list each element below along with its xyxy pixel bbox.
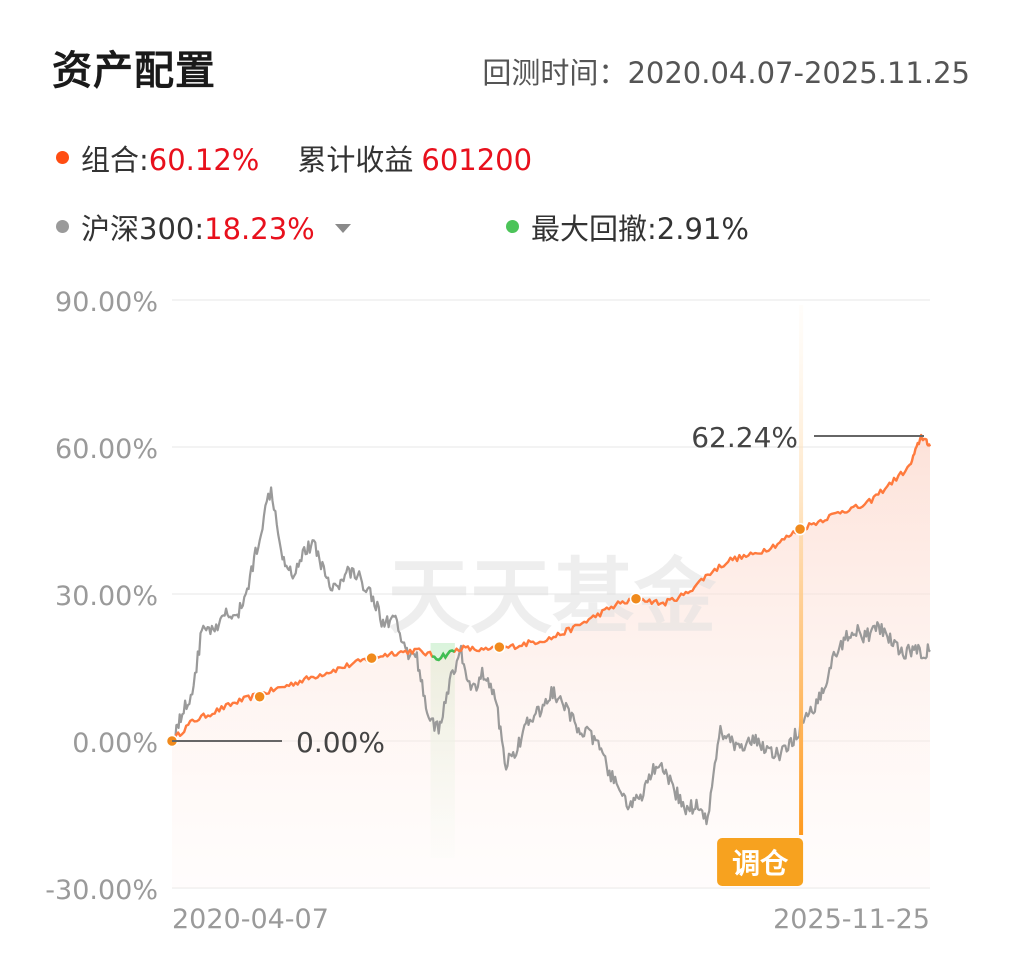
page-title: 资产配置 [52, 48, 216, 94]
benchmark-dropdown-icon[interactable] [334, 224, 351, 233]
legend-drawdown: 最大回撤:2.91% [506, 206, 749, 248]
watermark: 天天基金 [388, 550, 717, 645]
drawdown-segment [431, 649, 456, 662]
portfolio-dot [793, 522, 807, 536]
portfolio-dot [493, 640, 506, 654]
y-tick-label: 60.00% [55, 434, 158, 465]
start-value-label: 0.00% [296, 726, 385, 759]
drawdown-dot-icon [506, 220, 519, 233]
legend-benchmark-label: 沪深300: [81, 212, 205, 246]
rebalance-marker-line [799, 305, 804, 835]
series-portfolio-line [171, 433, 932, 743]
legend-portfolio-label: 组合: [81, 143, 149, 177]
y-tick-label: 30.00% [55, 581, 158, 612]
backtest-period-label: 回测时间： [482, 56, 628, 90]
legend-portfolio-value: 60.12% [148, 143, 260, 177]
rebalance-badge-label: 调仓 [732, 847, 789, 880]
portfolio-area [172, 435, 930, 888]
backtest-period: 回测时间：2020.04.07-2025.11.25 [482, 50, 970, 92]
legend-cumulative-value: 601200 [421, 143, 533, 177]
max-value-label: 62.24% [691, 421, 798, 454]
portfolio-dot [253, 690, 266, 704]
y-tick-label: 90.00% [55, 287, 158, 318]
rebalance-badge[interactable]: 调仓 [717, 838, 804, 886]
portfolio-dot [365, 651, 378, 665]
legend-benchmark[interactable]: 沪深300:18.23% [56, 206, 351, 248]
portfolio-dot [629, 592, 643, 605]
y-tick-label: -30.00% [45, 875, 158, 906]
legend-cumulative-label: 累计收益 [297, 143, 414, 177]
rebalance-badge-bg [717, 838, 804, 886]
series-benchmark-line [170, 486, 931, 826]
x-tick-label: 2020-04-07 [172, 904, 329, 935]
legend-drawdown-value: 2.91% [656, 212, 749, 246]
legend-portfolio: 组合:60.12% 累计收益 601200 [56, 137, 532, 179]
legend-benchmark-value: 18.23% [204, 212, 315, 246]
benchmark-dot-icon [56, 220, 69, 233]
x-tick-label: 2025-11-25 [773, 904, 930, 935]
y-tick-label: 0.00% [72, 728, 158, 759]
backtest-period-value: 2020.04.07-2025.11.25 [627, 56, 970, 90]
portfolio-dot-icon [56, 151, 69, 164]
legend-drawdown-label: 最大回撤: [531, 212, 657, 246]
